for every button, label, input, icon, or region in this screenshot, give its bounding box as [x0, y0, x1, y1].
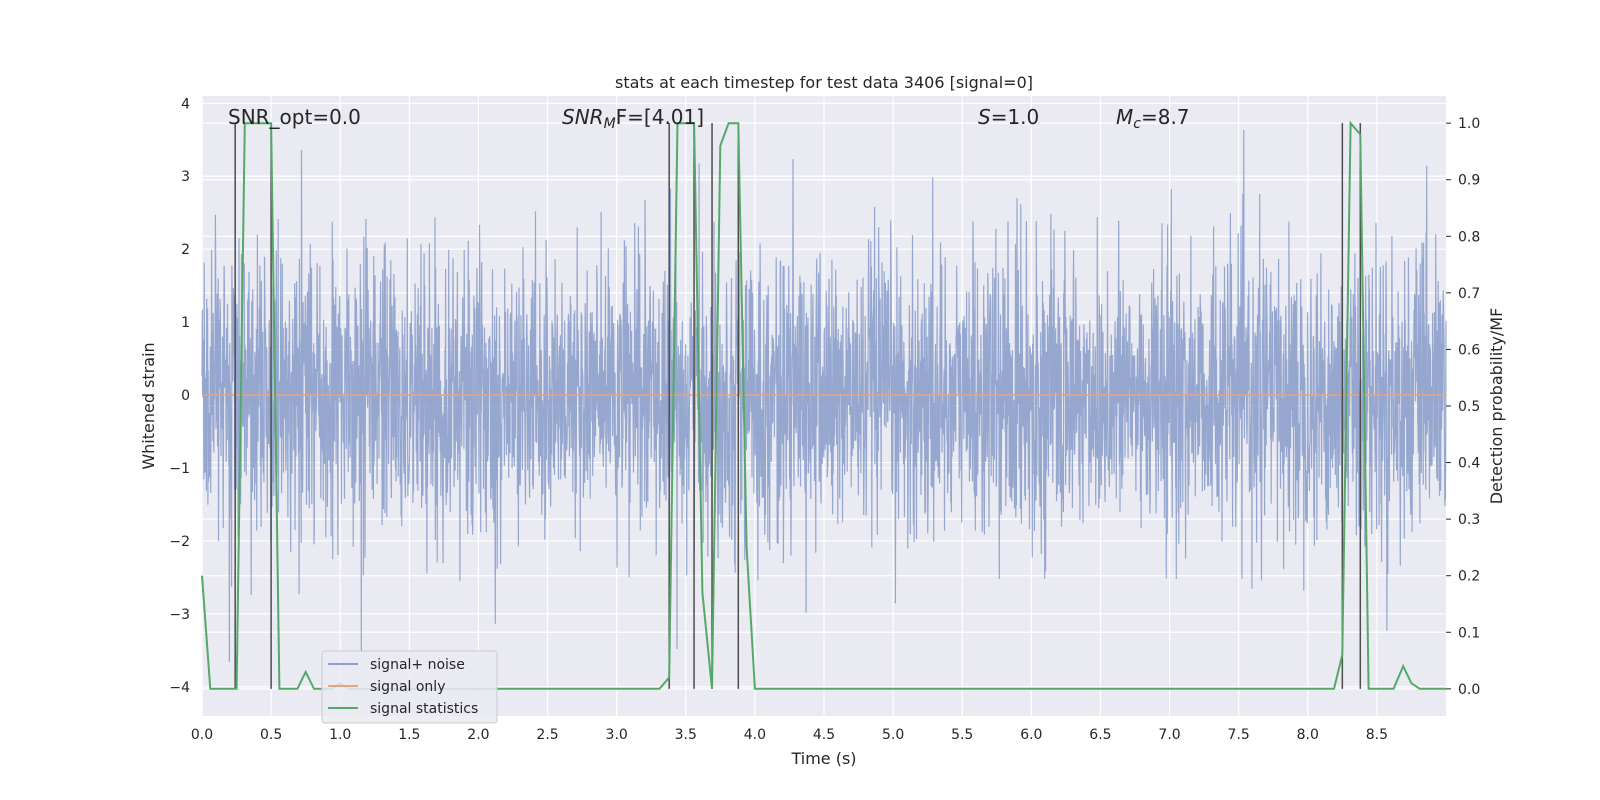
- x-tick-label: 1.0: [329, 727, 351, 743]
- x-tick-label: 3.0: [606, 727, 628, 743]
- x-tick-label: 3.5: [675, 727, 697, 743]
- y-right-tick-label: 0.1: [1458, 625, 1480, 641]
- annotation-snr-mf-prefix: SNR: [562, 105, 604, 129]
- y-tick-label: 1: [181, 315, 190, 331]
- legend-box: [321, 650, 498, 724]
- x-tick-label: 6.5: [1089, 727, 1111, 743]
- y-tick-label: 3: [181, 169, 190, 185]
- y-tick-labels: 4 3 2 1 0 −1 −2 −3 −4: [169, 96, 190, 696]
- annotation-mc: Mc=8.7: [1116, 105, 1190, 132]
- y-right-tick-label: 0.9: [1458, 173, 1480, 189]
- chart-title: stats at each timestep for test data 340…: [615, 73, 1033, 92]
- y-right-tick-labels: 1.0 0.9 0.8 0.7 0.6 0.5 0.4 0.3 0.2 0.1 0.0: [1446, 116, 1480, 698]
- annotation-mc-sub: c: [1133, 116, 1141, 132]
- y-tick-label: −4: [169, 680, 190, 696]
- annotation-s: S=1.0: [978, 105, 1039, 129]
- y-tick-label: 0: [181, 388, 190, 404]
- y-right-tick-label: 0.5: [1458, 399, 1480, 415]
- legend-label-signal-only: signal only: [370, 679, 445, 695]
- x-tick-label: 4.5: [813, 727, 835, 743]
- annotation-snr-mf-suffix: F=[4.01]: [616, 105, 704, 129]
- y-right-tick-label: 1.0: [1458, 116, 1480, 132]
- annotation-snr-mf-sub: M: [604, 116, 616, 132]
- series-signal-statistics: [201, 120, 1446, 690]
- y-right-tick-label: 0.6: [1458, 342, 1480, 358]
- y-tick-label: 2: [181, 242, 190, 258]
- y-tick-label: 4: [181, 96, 190, 112]
- x-tick-label: 8.5: [1366, 727, 1388, 743]
- x-tick-label: 7.0: [1158, 727, 1180, 743]
- annotation-s-prefix: S: [978, 105, 991, 129]
- legend: signal+ noise signal only signal statist…: [321, 650, 498, 724]
- x-tick-label: 2.5: [536, 727, 558, 743]
- x-tick-label: 4.0: [744, 727, 766, 743]
- signal-noise-line: [201, 129, 1447, 662]
- annotation-snr-mf: SNRMF=[4.01]: [562, 105, 704, 132]
- x-tick-label: 6.0: [1020, 727, 1042, 743]
- series-signal-noise: [201, 129, 1447, 662]
- y-right-tick-label: 0.4: [1458, 456, 1480, 472]
- annotation-mc-suffix: =8.7: [1141, 105, 1190, 129]
- y-right-axis-label: Detection probability/MF: [1487, 308, 1506, 505]
- x-tick-label: 0.0: [191, 727, 213, 743]
- x-tick-label: 8.0: [1297, 727, 1319, 743]
- y-right-tick-label: 0.2: [1458, 569, 1480, 585]
- y-right-tick-label: 0.0: [1458, 682, 1480, 698]
- x-tick-label: 0.5: [260, 727, 282, 743]
- x-tick-label: 1.5: [398, 727, 420, 743]
- x-tick-label: 5.0: [882, 727, 904, 743]
- y-tick-label: −1: [169, 461, 190, 477]
- y-right-tick-label: 0.7: [1458, 286, 1480, 302]
- x-tick-label: 2.0: [467, 727, 489, 743]
- y-axis-label: Whitened strain: [139, 342, 158, 469]
- legend-label-signal-statistics: signal statistics: [370, 701, 478, 717]
- legend-label-signal-noise: signal+ noise: [370, 657, 465, 673]
- x-tick-label: 5.5: [951, 727, 973, 743]
- signal-statistics-line: [201, 120, 1446, 690]
- annotation-s-suffix: =1.0: [991, 105, 1040, 129]
- x-tick-label: 7.5: [1228, 727, 1250, 743]
- vertical-markers: [234, 123, 1362, 689]
- x-tick-labels: 0.0 0.5 1.0 1.5 2.0 2.5 3.0 3.5 4.0 4.5 5.0 5.5 6.0 6…: [191, 727, 1388, 743]
- annotation-snr-opt: SNR_opt=0.0: [228, 105, 361, 129]
- y-right-tick-label: 0.8: [1458, 229, 1480, 245]
- y-tick-label: −2: [169, 534, 190, 550]
- x-axis-label: Time (s): [790, 749, 856, 768]
- y-tick-label: −3: [169, 607, 190, 623]
- y-right-tick-label: 0.3: [1458, 512, 1480, 528]
- annotation-mc-prefix: M: [1116, 105, 1133, 129]
